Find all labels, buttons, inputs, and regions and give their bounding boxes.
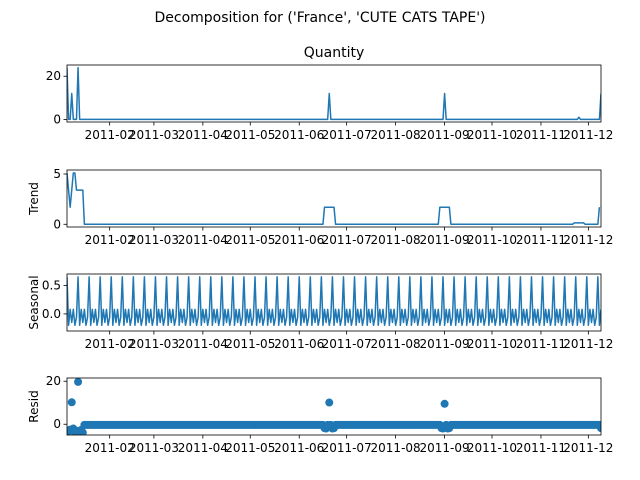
x-tick-label: 2011-03	[129, 337, 179, 351]
axes-frame	[66, 273, 602, 332]
resid-point	[74, 378, 83, 386]
x-tick-label: 2011-12	[563, 337, 613, 351]
x-tick-label: 2011-09	[420, 233, 470, 247]
y-axis-label: Seasonal	[27, 275, 41, 329]
x-tick-label: 2011-02	[85, 128, 135, 142]
x-tick-label: 2011-11	[516, 441, 566, 455]
resid-point	[325, 398, 334, 407]
x-tick-label: 2011-12	[563, 128, 613, 142]
y-tick-label: 0.5	[42, 278, 61, 292]
series-line-1	[67, 172, 601, 226]
x-tick-label: 2011-05	[225, 441, 275, 455]
x-tick-label: 2011-07	[322, 128, 372, 142]
x-tick-label: 2011-04	[178, 337, 228, 351]
resid-point	[67, 398, 76, 407]
panel-1: 052011-022011-032011-042011-052011-06201…	[27, 167, 613, 247]
x-tick-label: 2011-07	[322, 233, 372, 247]
axes-frame	[66, 64, 602, 123]
panel-0: 0202011-022011-032011-042011-052011-0620…	[46, 45, 614, 142]
x-tick-label: 2011-06	[274, 337, 324, 351]
panel-2: 0.00.52011-022011-032011-042011-052011-0…	[27, 273, 613, 351]
x-tick-label: 2011-09	[420, 337, 470, 351]
x-tick-label: 2011-11	[516, 337, 566, 351]
axes-frame	[66, 377, 602, 436]
panels: 0202011-022011-032011-042011-052011-0620…	[27, 45, 613, 455]
panel-3: 0202011-022011-032011-042011-052011-0620…	[27, 374, 613, 455]
x-tick-label: 2011-07	[322, 441, 372, 455]
resid-point	[440, 399, 449, 408]
panel-title: Quantity	[304, 45, 365, 61]
x-tick-label: 2011-05	[225, 233, 275, 247]
x-tick-label: 2011-09	[420, 441, 470, 455]
x-tick-label: 2011-05	[225, 128, 275, 142]
y-tick-label: 20	[46, 69, 61, 83]
x-tick-label: 2011-08	[371, 441, 421, 455]
series-line-0	[67, 66, 601, 121]
y-tick-label: 0	[53, 112, 61, 126]
y-axis-label: Trend	[27, 182, 41, 216]
x-tick-label: 2011-12	[563, 441, 613, 455]
x-tick-label: 2011-02	[85, 337, 135, 351]
x-tick-label: 2011-11	[516, 128, 566, 142]
y-tick-label: 5	[53, 167, 61, 181]
x-tick-label: 2011-11	[516, 233, 566, 247]
x-tick-label: 2011-12	[563, 233, 613, 247]
x-tick-label: 2011-08	[371, 233, 421, 247]
x-tick-label: 2011-08	[371, 337, 421, 351]
x-tick-label: 2011-06	[274, 441, 324, 455]
y-tick-label: 0	[53, 417, 61, 431]
resid-point	[78, 428, 87, 435]
x-tick-label: 2011-03	[129, 128, 179, 142]
x-tick-label: 2011-06	[274, 233, 324, 247]
y-tick-label: 0	[53, 217, 61, 231]
x-tick-label: 2011-04	[178, 441, 228, 455]
x-tick-label: 2011-07	[322, 337, 372, 351]
figure-title: Decomposition for ('France', 'CUTE CATS …	[154, 10, 485, 26]
y-tick-label: 20	[46, 374, 61, 388]
x-tick-label: 2011-04	[178, 128, 228, 142]
axes-frame	[66, 169, 602, 228]
x-tick-label: 2011-08	[371, 128, 421, 142]
x-tick-label: 2011-02	[85, 233, 135, 247]
x-tick-label: 2011-05	[225, 337, 275, 351]
x-tick-label: 2011-06	[274, 128, 324, 142]
x-tick-label: 2011-09	[420, 128, 470, 142]
resid-point	[597, 424, 601, 433]
x-tick-label: 2011-10	[467, 441, 517, 455]
x-tick-label: 2011-10	[467, 128, 517, 142]
x-tick-label: 2011-02	[85, 441, 135, 455]
y-axis-label: Resid	[27, 390, 41, 422]
x-tick-label: 2011-04	[178, 233, 228, 247]
y-tick-label: 0.0	[42, 307, 61, 321]
x-tick-label: 2011-10	[467, 337, 517, 351]
series-line-2	[67, 276, 601, 327]
x-tick-label: 2011-03	[129, 441, 179, 455]
x-tick-label: 2011-10	[467, 233, 517, 247]
x-tick-label: 2011-03	[129, 233, 179, 247]
